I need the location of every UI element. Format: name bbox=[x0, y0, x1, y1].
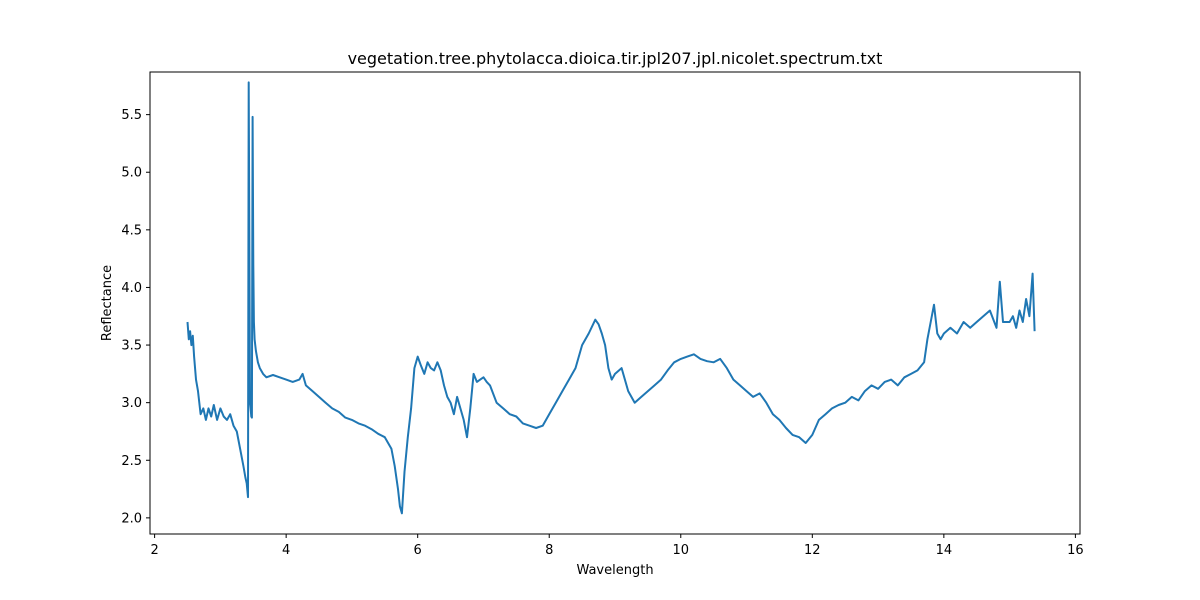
x-tick-label: 8 bbox=[545, 543, 553, 558]
axis-ticks: 2 4 6 8 10 12 14 16 2.0 2.5 3.0 3.5 4.0 4.5 5.0 5.5 bbox=[121, 108, 1083, 558]
y-tick-label: 5.0 bbox=[121, 166, 142, 181]
spectrum-line-0 bbox=[186, 81, 1036, 515]
x-tick-label: 14 bbox=[936, 543, 953, 558]
y-tick-label: 4.0 bbox=[121, 281, 142, 296]
axes-frame bbox=[149, 71, 1081, 535]
y-tick-label: 3.5 bbox=[121, 339, 142, 354]
y-tick-label: 5.5 bbox=[121, 108, 142, 123]
x-tick-label: 6 bbox=[414, 543, 422, 558]
plot-area bbox=[186, 81, 1036, 515]
y-tick-label: 2.5 bbox=[121, 454, 142, 469]
chart-title: vegetation.tree.phytolacca.dioica.tir.jp… bbox=[348, 49, 883, 68]
x-tick-label: 2 bbox=[150, 543, 158, 558]
x-tick-label: 10 bbox=[672, 543, 689, 558]
x-tick-label: 12 bbox=[804, 543, 821, 558]
x-tick-label: 16 bbox=[1067, 543, 1084, 558]
x-tick-label: 4 bbox=[282, 543, 290, 558]
y-tick-label: 2.0 bbox=[121, 511, 142, 526]
x-axis-label: Wavelength bbox=[576, 563, 653, 578]
y-axis-label: Reflectance bbox=[100, 265, 115, 341]
y-tick-label: 4.5 bbox=[121, 223, 142, 238]
y-tick-label: 3.0 bbox=[121, 396, 142, 411]
